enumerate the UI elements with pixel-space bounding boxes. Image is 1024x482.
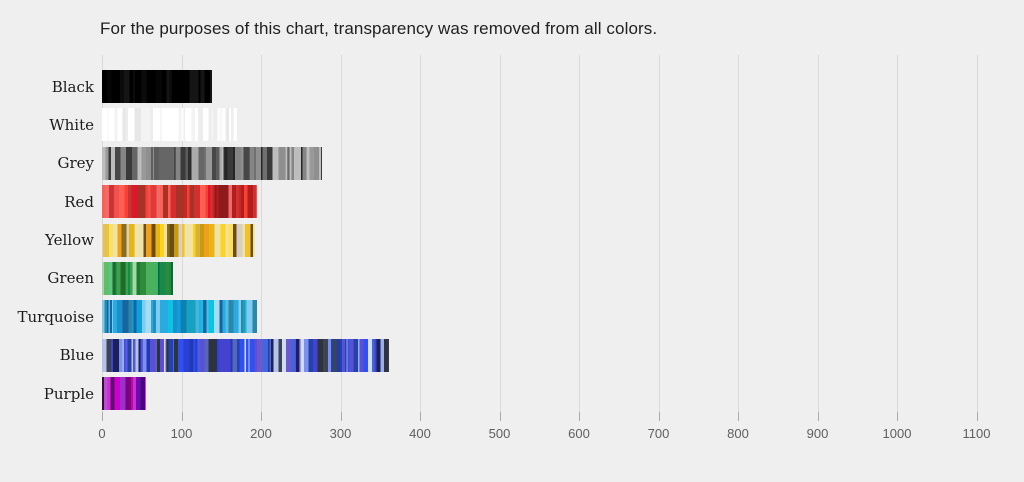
x-tick-400 [420, 412, 421, 421]
bar-rows: Black White Grey Red Yellow Green Turquoise Blu… [0, 70, 1024, 416]
x-tick-label-800: 800 [727, 426, 749, 441]
bar-row-white: White [0, 108, 1024, 142]
gridline-700 [658, 55, 660, 412]
x-tick-label-200: 200 [250, 426, 272, 441]
x-tick-label-500: 500 [488, 426, 511, 441]
x-tick-label-600: 600 [568, 426, 590, 441]
bar-turquoise [102, 300, 257, 334]
bar-grey [102, 146, 323, 180]
x-tick-1100 [976, 412, 978, 421]
gridline-1100 [976, 55, 978, 412]
category-label-red: Red [64, 192, 94, 211]
x-tick-0 [102, 412, 103, 421]
x-tick-label-1100: 1100 [962, 426, 991, 441]
x-tick-label-0: 0 [98, 426, 106, 441]
bar-yellow [102, 223, 255, 257]
x-tick-900 [817, 412, 819, 421]
plot-area: Black White Grey Red Yellow Green Turquoise Blu… [0, 55, 1024, 412]
category-label-blue: Blue [59, 346, 94, 365]
bar-row-turquoise: Turquoise [0, 300, 1024, 334]
bar-purple [102, 377, 146, 411]
x-tick-label-400: 400 [409, 426, 431, 441]
gridline-300 [340, 55, 342, 412]
x-tick-100 [181, 412, 183, 421]
category-label-yellow: Yellow [45, 231, 94, 250]
x-axis: 0 100 200 300 400 500 600 700 800 900 1000 1100 [0, 412, 1024, 458]
bar-black [102, 70, 212, 103]
bar-green [102, 261, 173, 295]
chart-title: For the purposes of this chart, transpar… [100, 19, 658, 38]
category-label-turquoise: Turquoise [17, 307, 94, 326]
category-label-grey: Grey [57, 154, 94, 173]
gridline-800 [738, 55, 739, 412]
x-tick-label-900: 900 [806, 426, 829, 441]
bar-row-red: Red [0, 185, 1024, 219]
x-tick-700 [658, 412, 660, 421]
bar-row-grey: Grey [0, 146, 1024, 180]
gridline-400 [420, 55, 421, 412]
bar-row-green: Green [0, 261, 1024, 295]
category-label-green: Green [47, 269, 94, 288]
bar-row-purple: Purple [0, 377, 1024, 411]
bar-row-yellow: Yellow [0, 223, 1024, 257]
x-tick-200 [261, 412, 262, 421]
bar-row-blue: Blue [0, 338, 1024, 372]
x-tick-800 [738, 412, 739, 421]
x-tick-label-700: 700 [647, 426, 670, 441]
category-label-white: White [49, 115, 94, 134]
bar-row-black: Black [0, 70, 1024, 103]
gridline-900 [817, 55, 819, 412]
category-label-black: Black [51, 77, 94, 96]
bar-white [102, 108, 238, 142]
gridline-1000 [897, 55, 898, 412]
gridline-600 [579, 55, 580, 412]
x-tick-label-300: 300 [329, 426, 352, 441]
gridline-200 [261, 55, 262, 412]
x-tick-300 [340, 412, 342, 421]
x-tick-label-100: 100 [170, 426, 193, 441]
x-tick-1000 [897, 412, 898, 421]
bar-blue [102, 338, 389, 372]
x-tick-label-1000: 1000 [882, 426, 912, 441]
bar-red [102, 185, 257, 219]
x-tick-500 [499, 412, 501, 421]
x-tick-600 [579, 412, 580, 421]
gridline-500 [499, 55, 501, 412]
category-label-purple: Purple [43, 384, 94, 403]
